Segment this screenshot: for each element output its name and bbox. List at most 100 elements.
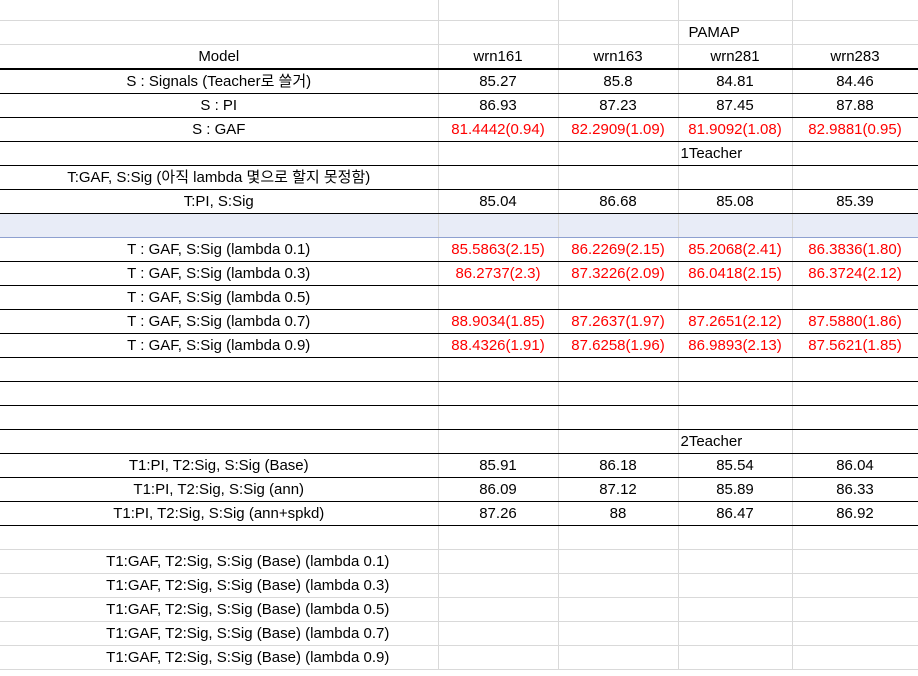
cell[interactable]	[792, 20, 918, 45]
cell[interactable]	[438, 381, 559, 406]
cell[interactable]: 85.27	[438, 69, 559, 94]
cell[interactable]	[792, 597, 918, 622]
cell[interactable]: 84.81	[678, 69, 793, 94]
cell[interactable]	[558, 213, 679, 238]
cell[interactable]	[792, 285, 918, 310]
cell[interactable]: 85.2068(2.41)	[678, 237, 793, 262]
cell[interactable]	[678, 549, 793, 574]
cell[interactable]: 85.89	[678, 477, 793, 502]
cell[interactable]: 87.2651(2.12)	[678, 309, 793, 334]
cell[interactable]	[558, 525, 679, 550]
row-label[interactable]: S : PI	[0, 93, 439, 118]
section-title[interactable]: 1Teacher	[678, 141, 793, 166]
cell[interactable]: 86.68	[558, 189, 679, 214]
row-label[interactable]: T : GAF, S:Sig (lambda 0.7)	[0, 309, 439, 334]
cell[interactable]: 85.54	[678, 453, 793, 478]
cell[interactable]	[0, 20, 439, 45]
row-label[interactable]: T : GAF, S:Sig (lambda 0.9)	[0, 333, 439, 358]
cell[interactable]: 84.46	[792, 69, 918, 94]
cell[interactable]: 86.9893(2.13)	[678, 333, 793, 358]
cell[interactable]	[792, 165, 918, 190]
row-label[interactable]: T1:GAF, T2:Sig, S:Sig (Base) (lambda 0.7…	[0, 621, 439, 646]
row-label[interactable]: T1:GAF, T2:Sig, S:Sig (Base) (lambda 0.9…	[0, 645, 439, 670]
cell[interactable]: 86.33	[792, 477, 918, 502]
cell[interactable]	[0, 141, 439, 166]
row-label[interactable]: T : GAF, S:Sig (lambda 0.1)	[0, 237, 439, 262]
row-label[interactable]: T1:GAF, T2:Sig, S:Sig (Base) (lambda 0.5…	[0, 597, 439, 622]
cell[interactable]: 85.91	[438, 453, 559, 478]
cell[interactable]: 85.08	[678, 189, 793, 214]
cell[interactable]	[678, 0, 793, 21]
cell[interactable]: 86.04	[792, 453, 918, 478]
cell[interactable]	[558, 165, 679, 190]
row-label[interactable]: T1:PI, T2:Sig, S:Sig (ann)	[0, 477, 439, 502]
cell[interactable]	[792, 213, 918, 238]
cell[interactable]	[558, 597, 679, 622]
cell[interactable]	[678, 213, 793, 238]
cell[interactable]	[558, 20, 679, 45]
cell[interactable]	[678, 405, 793, 430]
cell[interactable]	[558, 357, 679, 382]
cell[interactable]	[792, 621, 918, 646]
cell[interactable]: 85.5863(2.15)	[438, 237, 559, 262]
cell[interactable]	[792, 381, 918, 406]
cell[interactable]: 87.6258(1.96)	[558, 333, 679, 358]
cell[interactable]	[438, 621, 559, 646]
cell[interactable]	[438, 165, 559, 190]
cell[interactable]	[438, 549, 559, 574]
cell[interactable]: 86.09	[438, 477, 559, 502]
cell[interactable]: 86.92	[792, 501, 918, 526]
cell[interactable]	[558, 429, 679, 454]
row-label[interactable]: T1:PI, T2:Sig, S:Sig (Base)	[0, 453, 439, 478]
cell[interactable]: 85.8	[558, 69, 679, 94]
cell[interactable]	[438, 525, 559, 550]
cell[interactable]	[558, 621, 679, 646]
cell[interactable]: 82.2909(1.09)	[558, 117, 679, 142]
cell[interactable]	[0, 381, 439, 406]
row-label[interactable]: S : Signals (Teacher로 쓸거)	[0, 69, 439, 94]
cell[interactable]: 87.5880(1.86)	[792, 309, 918, 334]
cell[interactable]: 87.12	[558, 477, 679, 502]
cell[interactable]	[792, 549, 918, 574]
cell[interactable]: 87.45	[678, 93, 793, 118]
cell[interactable]: 86.3836(1.80)	[792, 237, 918, 262]
row-label[interactable]: T:GAF, S:Sig (아직 lambda 몇으로 할지 못정함)	[0, 165, 439, 190]
cell[interactable]	[0, 0, 439, 21]
cell[interactable]: 87.3226(2.09)	[558, 261, 679, 286]
row-label[interactable]: T : GAF, S:Sig (lambda 0.3)	[0, 261, 439, 286]
cell[interactable]	[792, 645, 918, 670]
cell[interactable]	[0, 357, 439, 382]
cell[interactable]	[558, 573, 679, 598]
cell[interactable]	[438, 573, 559, 598]
cell[interactable]	[792, 573, 918, 598]
cell[interactable]	[558, 381, 679, 406]
cell[interactable]: 87.23	[558, 93, 679, 118]
dataset-title[interactable]: PAMAP	[678, 20, 793, 45]
cell[interactable]	[792, 525, 918, 550]
selected-row[interactable]	[0, 213, 918, 238]
cell[interactable]: 88.4326(1.91)	[438, 333, 559, 358]
cell[interactable]	[438, 357, 559, 382]
row-label[interactable]: T:PI, S:Sig	[0, 189, 439, 214]
cell[interactable]: 81.4442(0.94)	[438, 117, 559, 142]
column-header[interactable]: wrn163	[558, 44, 679, 70]
cell[interactable]	[792, 141, 918, 166]
cell[interactable]	[438, 645, 559, 670]
cell[interactable]: 86.93	[438, 93, 559, 118]
cell[interactable]	[678, 621, 793, 646]
cell[interactable]	[558, 645, 679, 670]
cell[interactable]: 86.18	[558, 453, 679, 478]
cell[interactable]	[558, 405, 679, 430]
cell[interactable]: 86.0418(2.15)	[678, 261, 793, 286]
cell[interactable]: 87.26	[438, 501, 559, 526]
cell[interactable]	[678, 597, 793, 622]
cell[interactable]	[792, 357, 918, 382]
cell[interactable]	[792, 0, 918, 21]
cell[interactable]: 81.9092(1.08)	[678, 117, 793, 142]
cell[interactable]	[438, 405, 559, 430]
cell[interactable]	[438, 141, 559, 166]
cell[interactable]	[678, 357, 793, 382]
cell[interactable]	[438, 213, 559, 238]
cell[interactable]	[558, 549, 679, 574]
cell[interactable]: 87.88	[792, 93, 918, 118]
